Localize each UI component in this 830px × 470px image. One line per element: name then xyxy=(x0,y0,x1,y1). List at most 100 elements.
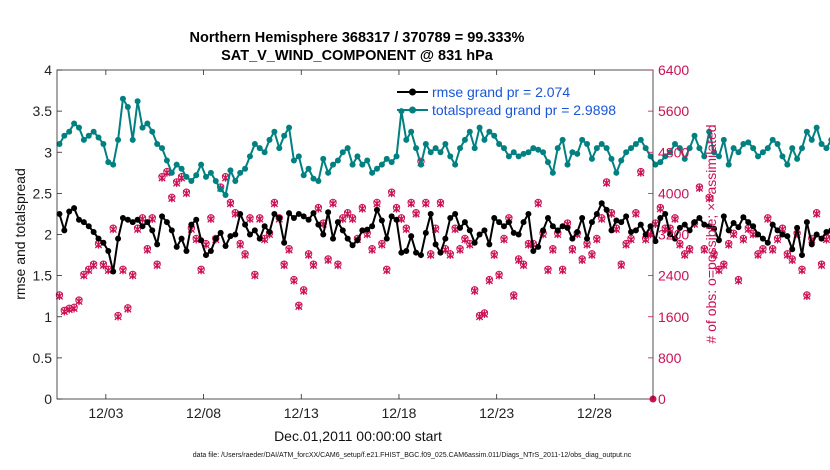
obs-assimilated-point xyxy=(769,246,777,254)
totalspread-point xyxy=(422,141,429,148)
totalspread-point xyxy=(637,136,644,143)
obs-assimilated-point xyxy=(246,215,254,223)
rmse-point xyxy=(124,216,131,223)
rmse-point xyxy=(637,221,644,228)
totalspread-point xyxy=(750,145,757,152)
obs-assimilated-point xyxy=(817,261,826,270)
rmse-point xyxy=(779,231,786,238)
obs-assimilated-point xyxy=(500,235,508,244)
rmse-point xyxy=(139,223,146,230)
totalspread-point xyxy=(300,172,307,179)
rmse-point xyxy=(735,224,742,231)
totalspread-point xyxy=(188,178,195,185)
rmse-point xyxy=(95,235,102,242)
obs-assimilated-point xyxy=(519,261,528,270)
rmse-point xyxy=(369,223,376,230)
totalspread-point xyxy=(715,153,722,160)
obs-assimilated-point xyxy=(475,312,484,321)
rmse-point xyxy=(276,215,283,222)
rmse-point xyxy=(706,223,713,230)
rmse-point xyxy=(80,219,87,226)
totalspread-point xyxy=(447,153,454,160)
rmse-point xyxy=(789,246,796,253)
x-tick-label: 12/08 xyxy=(186,405,221,421)
legend-totalspread-label: totalspread grand pr = 2.9898 xyxy=(432,102,616,118)
rmse-point xyxy=(271,210,278,217)
rmse-point xyxy=(740,214,747,221)
totalspread-point xyxy=(242,165,249,172)
totalspread-point xyxy=(501,145,507,152)
rmse-point xyxy=(613,217,620,224)
rmse-point xyxy=(100,239,107,246)
rmse-point xyxy=(808,241,815,248)
totalspread-point xyxy=(740,141,747,148)
x-tick-label: 12/23 xyxy=(479,405,514,421)
totalspread-point xyxy=(706,128,713,135)
totalspread-point xyxy=(354,153,361,160)
obs-assimilated-point xyxy=(387,189,396,198)
rmse-point xyxy=(188,221,195,228)
obs-assimilated-point xyxy=(348,215,357,223)
obs-assimilated-point xyxy=(334,261,342,270)
rmse-point xyxy=(334,219,341,226)
totalspread-point xyxy=(559,136,566,143)
rmse-point xyxy=(437,249,444,256)
totalspread-point xyxy=(159,145,166,152)
obs-assimilated-point xyxy=(700,246,708,254)
totalspread-point xyxy=(564,161,571,168)
rmse-point xyxy=(686,227,693,234)
obs-assimilated-point xyxy=(314,204,323,213)
x-axis: 12/03 12/08 12/13 12/18 12/23 12/28 xyxy=(88,70,612,421)
totalspread-point xyxy=(584,141,591,148)
totalspread-point xyxy=(779,153,786,160)
obs-assimilated-point xyxy=(226,199,235,208)
totalspread-point xyxy=(105,159,112,166)
y-tick-label: 0.5 xyxy=(33,350,53,366)
rmse-point xyxy=(378,217,385,224)
rmse-point xyxy=(535,243,542,250)
obs-assimilated-point xyxy=(617,261,625,270)
y-tick-label: 1 xyxy=(44,309,52,325)
totalspread-point xyxy=(85,132,92,139)
obs-assimilated-point xyxy=(378,240,386,249)
rmse-point xyxy=(403,247,410,254)
totalspread-point xyxy=(525,149,532,156)
totalspread-line xyxy=(58,97,830,197)
obs-assimilated-point xyxy=(236,240,244,249)
totalspread-point xyxy=(369,169,376,176)
obs-assimilated-point xyxy=(490,251,498,259)
y2-axis-label: # of obs: o=possible; ×=assimilated xyxy=(703,124,719,343)
totalspread-point xyxy=(442,141,449,148)
totalspread-point xyxy=(227,167,234,174)
rmse-point xyxy=(105,247,112,254)
rmse-point xyxy=(354,237,361,244)
y-tick-label: 0 xyxy=(44,391,52,407)
totalspread-point xyxy=(119,95,126,102)
totalspread-point xyxy=(437,149,444,156)
obs-assimilated-point xyxy=(241,251,249,259)
rmse-point xyxy=(461,219,468,226)
rmse-point xyxy=(701,221,708,228)
totalspread-point xyxy=(198,161,205,168)
obs-assimilated-point xyxy=(60,307,68,316)
obs-assimilated-point xyxy=(695,184,704,193)
totalspread-point xyxy=(461,136,468,143)
totalspread-point xyxy=(266,136,273,143)
totalspread-point xyxy=(803,128,810,135)
totalspread-point xyxy=(476,124,483,131)
totalspread-point xyxy=(320,155,327,162)
obs-assimilated-point xyxy=(798,266,806,275)
totalspread-point xyxy=(720,136,727,143)
obs-assimilated-point xyxy=(383,266,391,275)
totalspread-point xyxy=(115,136,122,143)
totalspread-point xyxy=(496,141,503,148)
rmse-point xyxy=(691,219,698,226)
obs-assimilated-point xyxy=(143,246,152,254)
rmse-point xyxy=(442,235,449,242)
rmse-point xyxy=(339,227,346,234)
rmse-point xyxy=(178,235,185,242)
totalspread-point xyxy=(183,173,190,180)
totalspread-point xyxy=(662,153,669,160)
totalspread-point xyxy=(613,169,620,176)
totalspread-point xyxy=(520,150,527,157)
